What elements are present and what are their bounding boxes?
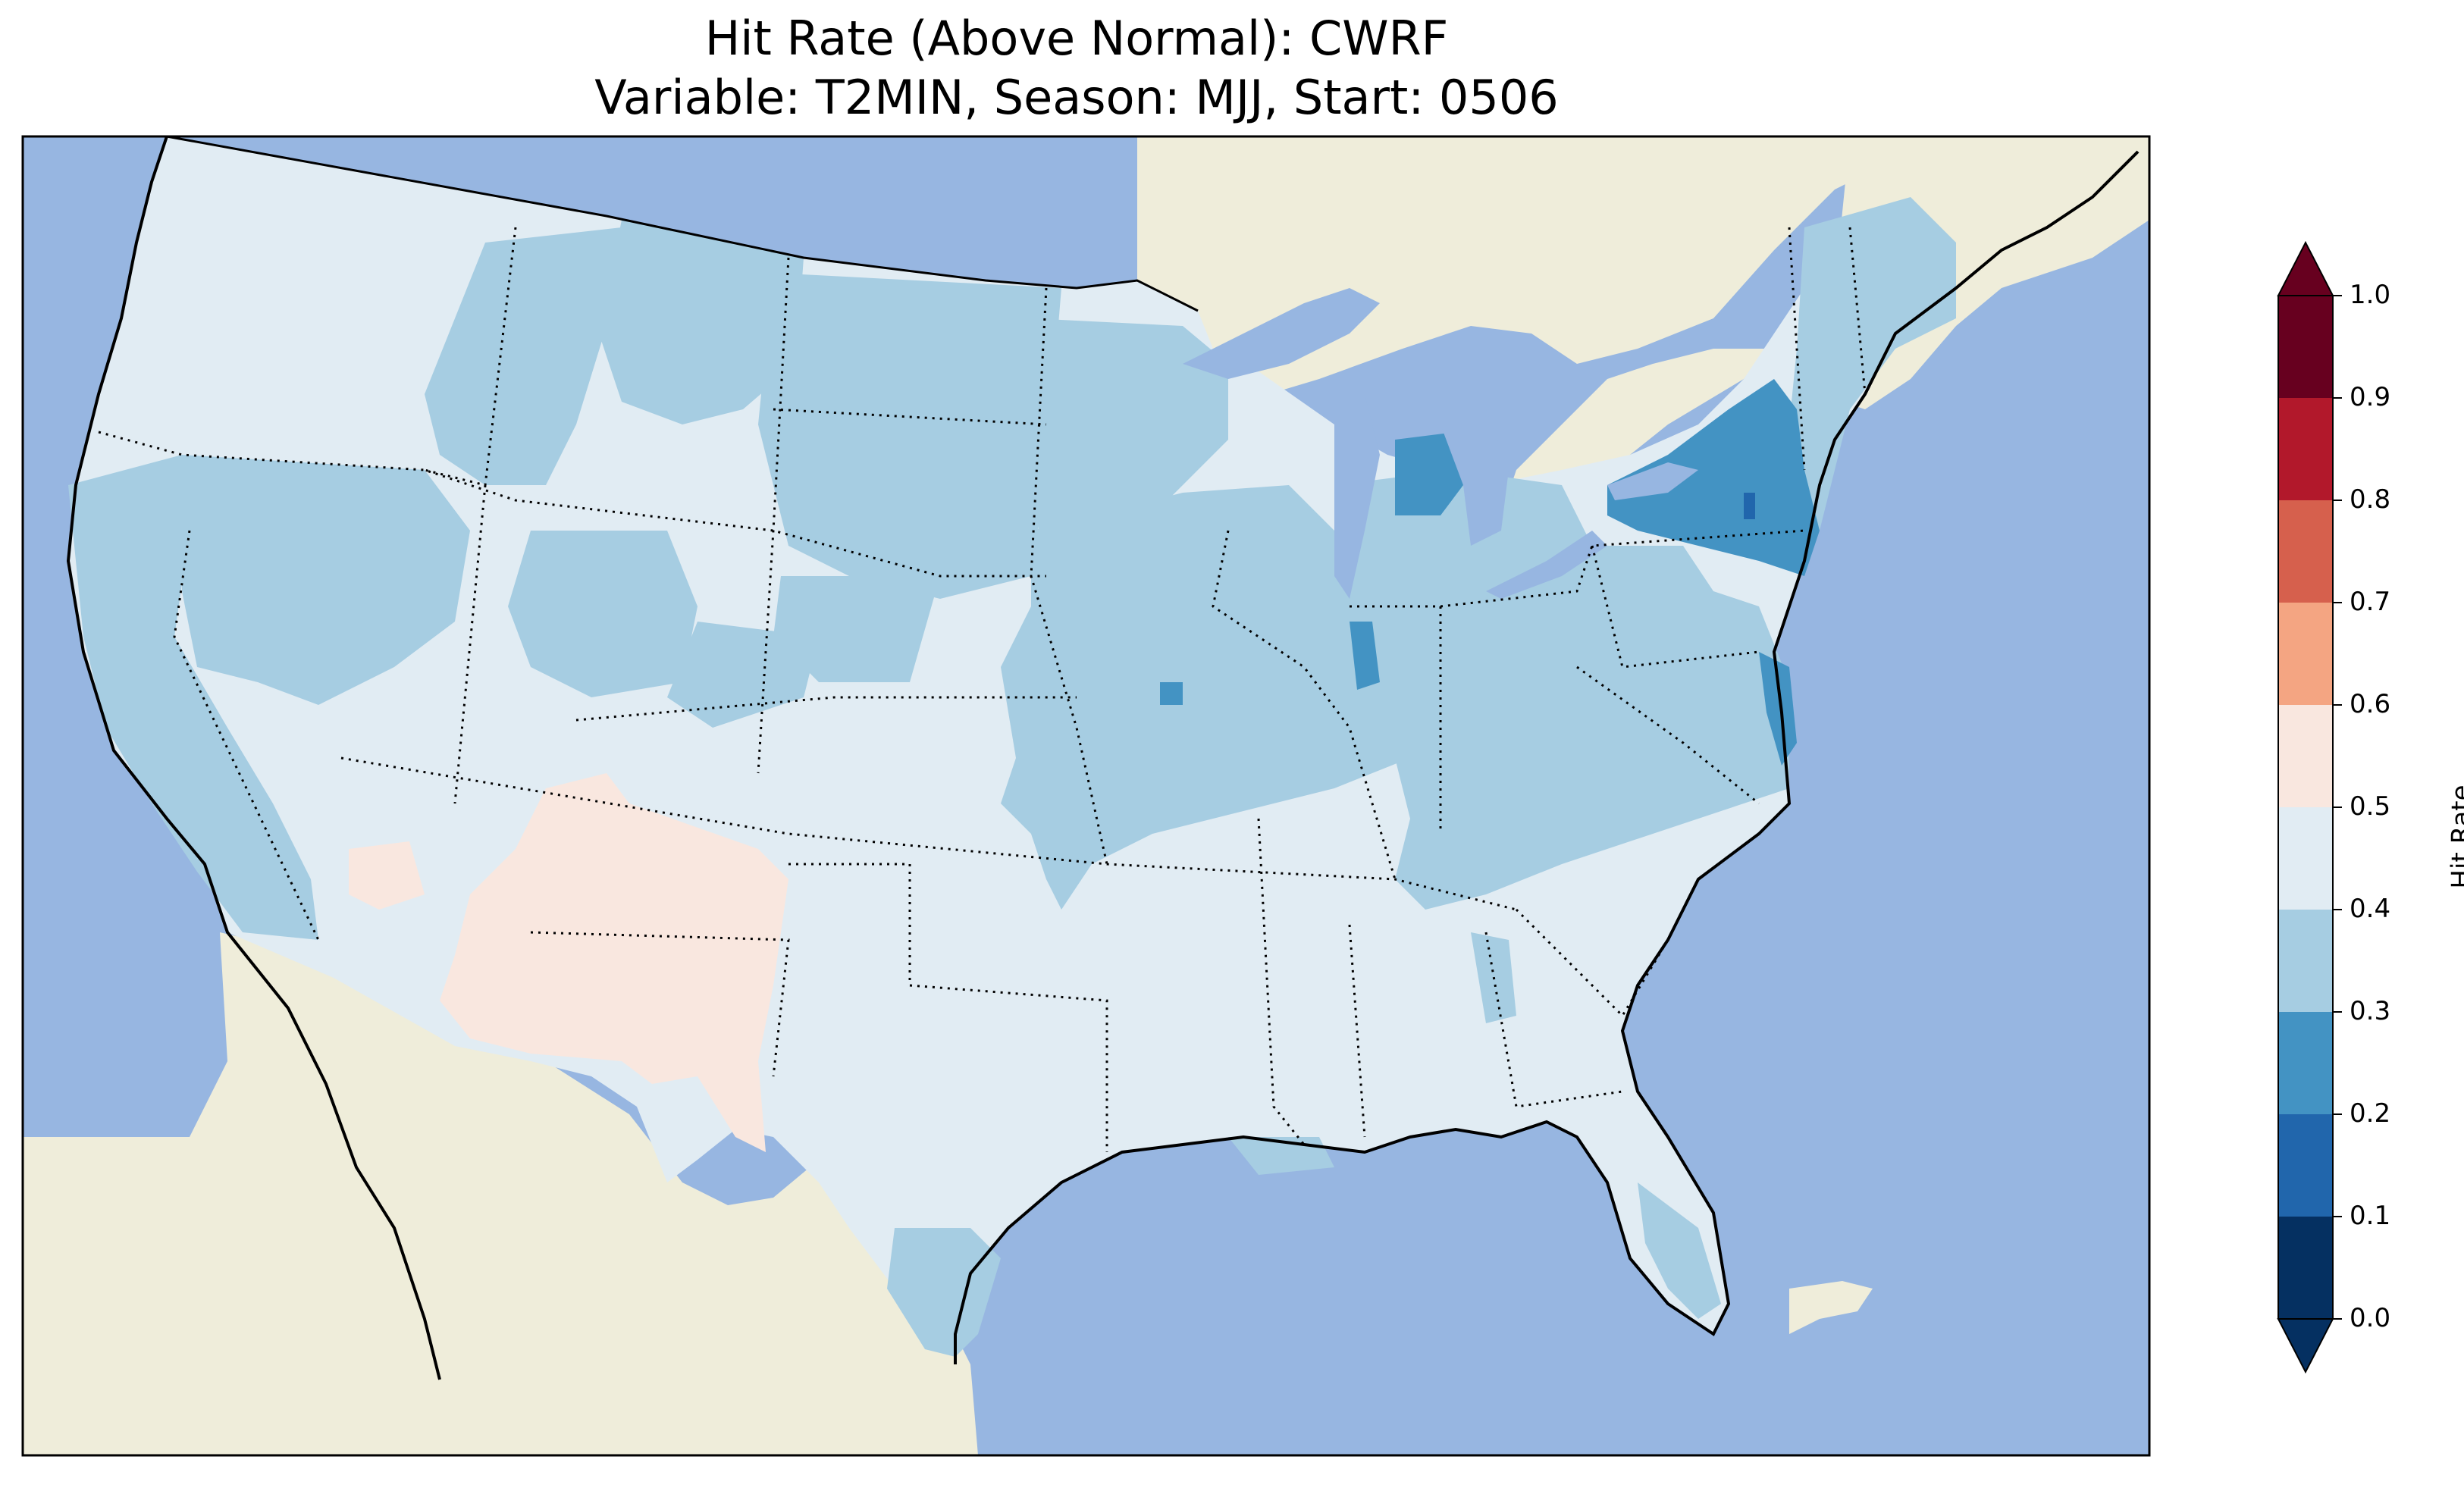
colorbar-tick-label: 0.9 xyxy=(2350,382,2391,412)
delmarva-patch xyxy=(1759,652,1797,766)
illinois-patch xyxy=(1350,622,1380,690)
map-frame xyxy=(21,135,2151,1457)
cuba xyxy=(1789,1281,1873,1334)
colorbar-tick-label: 0.8 xyxy=(2350,484,2391,515)
colorbar-extend-min xyxy=(2277,1318,2334,1374)
colorbar-bin xyxy=(2278,1217,2333,1319)
lake-huron xyxy=(1425,394,1509,546)
colorbar-tick-label: 0.6 xyxy=(2350,689,2391,719)
colorbar-tick-label: 1.0 xyxy=(2350,280,2391,310)
colorbar-tick-label: 0.5 xyxy=(2350,791,2391,822)
colorbar-extend-max xyxy=(2277,240,2334,296)
baja-california xyxy=(227,940,440,1387)
ohio-valley-patch xyxy=(1334,470,1789,910)
colorbar-tick-label: 0.2 xyxy=(2350,1098,2391,1129)
hit-rate-field xyxy=(68,136,1956,1357)
colorbar-tick-label: 0.3 xyxy=(2350,996,2391,1026)
colorbar-bin xyxy=(2278,603,2333,705)
colorbar-bin xyxy=(2278,1012,2333,1114)
colorbar-tick-label: 0.7 xyxy=(2350,587,2391,617)
southwest-patch xyxy=(349,773,788,1152)
missouri-pixel xyxy=(1160,682,1183,705)
state-borders xyxy=(98,227,1867,1152)
nebraska-patch xyxy=(773,576,940,682)
map-area xyxy=(23,136,2149,1455)
colorbar-tick-label: 0.1 xyxy=(2350,1201,2391,1231)
canada-us-border xyxy=(166,136,1199,312)
colorbar-bin xyxy=(2278,1114,2333,1217)
colorbar-label: Hit Rate xyxy=(2446,785,2464,889)
colorbar-bin xyxy=(2278,705,2333,807)
colorbar-bin xyxy=(2278,296,2333,398)
colorbar xyxy=(2277,240,2342,1374)
new-york-pixel xyxy=(1744,493,1755,519)
lake-erie xyxy=(1486,531,1607,599)
coastline xyxy=(66,136,2140,1380)
michigan-patch xyxy=(1395,432,1463,515)
lake-michigan xyxy=(1334,394,1380,599)
montana-patch xyxy=(599,220,804,424)
minnesota-patch xyxy=(1031,318,1228,576)
colorbar-bin xyxy=(2278,807,2333,910)
wyoming-patch xyxy=(508,531,698,697)
colorbar-bin xyxy=(2278,500,2333,603)
midwest-patch xyxy=(1001,485,1410,910)
florida-patch xyxy=(1638,1182,1721,1319)
lake-ontario xyxy=(1607,462,1698,500)
mexico-land xyxy=(23,932,978,1455)
colorbar-bin xyxy=(2278,398,2333,500)
lake-superior xyxy=(1183,288,1380,379)
map-subtitle: Variable: T2MIN, Season: MJJ, Start: 050… xyxy=(594,70,1559,125)
oregon-patch xyxy=(182,455,470,705)
idaho-montana-patch xyxy=(425,227,622,485)
great-lakes xyxy=(1183,288,1698,599)
colorbar-tick-label: 0.0 xyxy=(2350,1303,2391,1333)
northern-plains-patch xyxy=(758,273,1061,599)
canada-land xyxy=(167,136,2149,424)
map-title: Hit Rate (Above Normal): CWRF xyxy=(704,11,1449,66)
south-texas-patch xyxy=(887,1228,1001,1357)
colorbar-bin xyxy=(2278,910,2333,1012)
new-york-patch xyxy=(1607,379,1820,576)
colorbar-tick-label: 0.4 xyxy=(2350,894,2391,924)
california-patch xyxy=(68,455,318,940)
